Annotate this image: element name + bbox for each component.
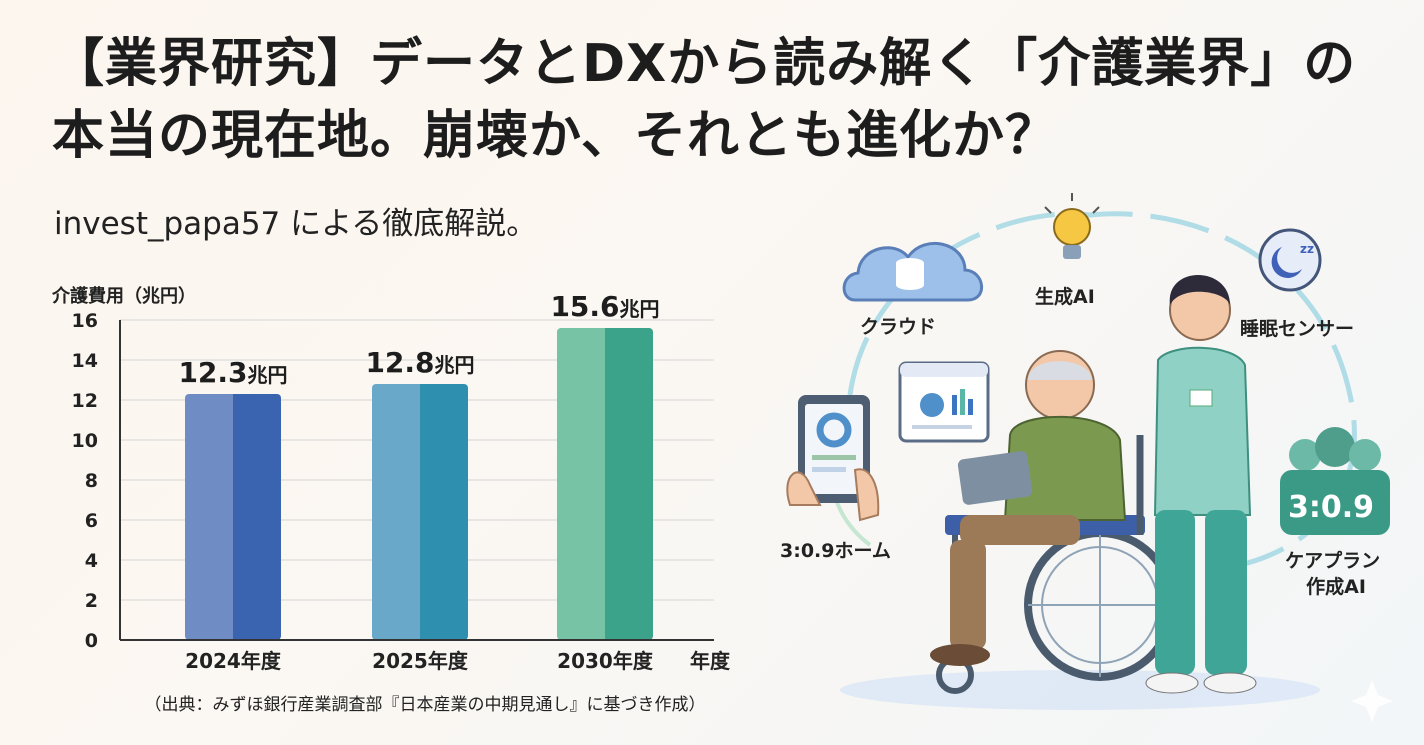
data-label: 12.3兆円	[178, 356, 287, 389]
sleep-sensor-icon: zz	[1258, 228, 1322, 292]
y-tick-label: 2	[85, 590, 98, 612]
y-tick-labels: 0 2 4 6 8 10 12 14 16	[72, 310, 98, 652]
x-tick-label: 2030年度	[557, 649, 654, 673]
data-labels: 12.3兆円 12.8兆円 15.6兆円	[178, 290, 659, 389]
y-tick-label: 12	[72, 390, 98, 412]
y-tick-label: 0	[85, 630, 98, 652]
bars	[185, 328, 653, 640]
bar-3	[557, 328, 653, 640]
cloud-icon	[842, 241, 984, 302]
x-tick-labels: 2024年度 2025年度 2030年度	[185, 649, 654, 673]
page-title: 【業界研究】データとDXから読み解く「介護業界」の本当の現在地。崩壊か、それとも…	[52, 34, 1357, 166]
y-tick-label: 8	[85, 470, 98, 492]
y-tick-label: 14	[72, 350, 98, 372]
x-tick-label: 2024年度	[185, 649, 282, 673]
y-tick-label: 16	[72, 310, 98, 332]
staff-ratio-icon	[1280, 427, 1390, 535]
x-axis-label: 年度	[690, 649, 731, 673]
bar-2	[372, 384, 468, 640]
data-label: 15.6兆円	[550, 290, 659, 323]
y-axis-label: 介護費用（兆円）	[51, 285, 196, 307]
y-tick-label: 4	[85, 550, 98, 572]
y-tick-label: 6	[85, 510, 98, 532]
source-note: （出典：みずほ銀行産業調査部『日本産業の中期見通し』に基づき作成）	[145, 695, 706, 715]
caregiver-figure	[1145, 275, 1257, 694]
elderly-man-figure	[930, 350, 1127, 666]
cloud-label: クラウド	[860, 316, 936, 338]
x-tick-label: 2025年度	[372, 649, 469, 673]
home-label: 3:0.9ホーム	[780, 540, 891, 562]
care-dx-illustration: クラウド 生成AI zz 睡眠センサー 3:0.9ホーム	[780, 193, 1393, 722]
dashboard-icon	[898, 361, 990, 443]
data-label: 12.8兆円	[365, 346, 474, 379]
page-subtitle: invest_papa57 による徹底解説。	[54, 206, 538, 242]
sleep-sensor-label: 睡眠センサー	[1240, 318, 1354, 340]
tablet-icon	[786, 395, 880, 522]
floor-shadow	[840, 670, 1320, 710]
y-tick-label: 10	[72, 430, 98, 452]
lightbulb-icon	[1044, 193, 1100, 259]
bar-chart: 介護費用（兆円） 0 2 4 6 8 10 12 14 16 12.3兆円 12.8兆円 15.6兆…	[51, 285, 731, 715]
staff-ratio-value: 3:0.9	[1288, 490, 1374, 525]
careplan-label: ケアプラン 作成AI	[1285, 549, 1387, 598]
ai-label: 生成AI	[1035, 285, 1095, 308]
svg-text:zz: zz	[1300, 242, 1314, 256]
bar-1	[185, 394, 281, 640]
sparkle-icon	[1351, 680, 1393, 722]
